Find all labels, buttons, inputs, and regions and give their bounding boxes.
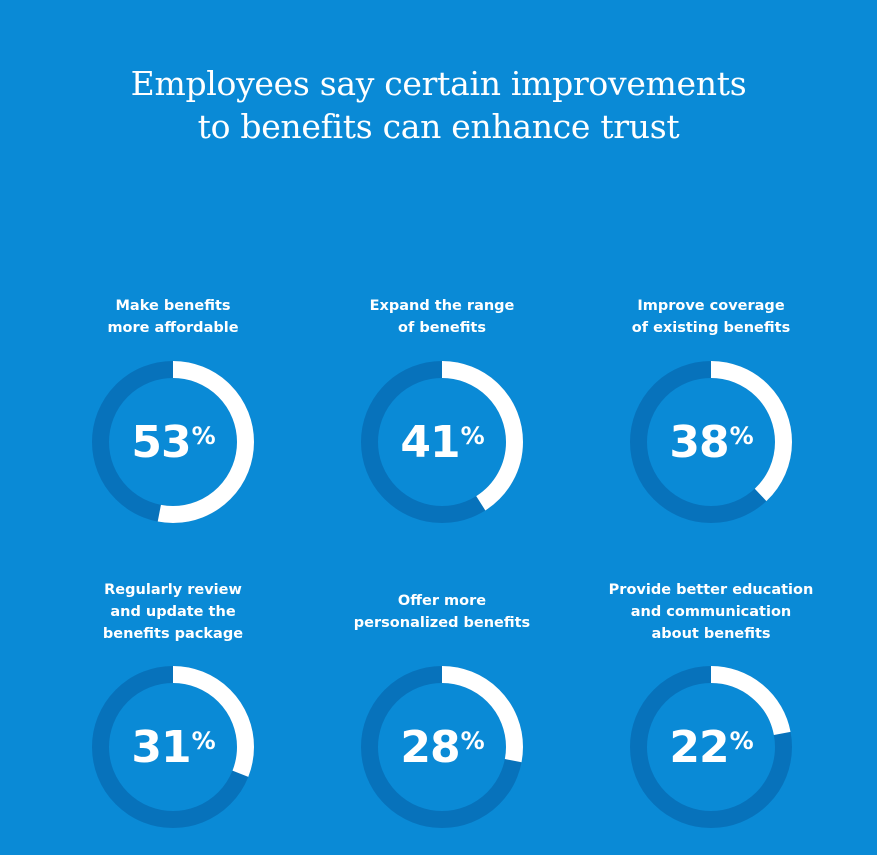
donut-value: 38%: [630, 361, 792, 523]
donut-label-line: Make benefits: [115, 298, 231, 314]
donut-label-line: and communication: [630, 604, 792, 620]
donut-arc: [92, 361, 254, 523]
donut-value: 28%: [361, 666, 523, 828]
value-number: 22: [669, 721, 729, 773]
donut-label-line: Improve coverage: [637, 298, 785, 314]
title-line-1: Employees say certain improvements: [130, 64, 747, 103]
donut-arc: [361, 361, 523, 523]
donut-label: Expand the range of benefits: [312, 284, 572, 350]
donut-chart: 28%: [361, 666, 523, 828]
donut-value: 41%: [361, 361, 523, 523]
donut-chart: 53%: [92, 361, 254, 523]
donut-label-line: benefits package: [102, 626, 244, 642]
percent-sign: %: [191, 422, 216, 450]
donut-value: 22%: [630, 666, 792, 828]
percent-sign: %: [460, 422, 485, 450]
donut-label-line: of benefits: [398, 320, 486, 336]
value-number: 31: [131, 721, 191, 773]
donut-label-line: Offer more: [397, 593, 487, 609]
value-number: 41: [400, 416, 460, 468]
donut-chart: 38%: [630, 361, 792, 523]
value-number: 28: [400, 721, 460, 773]
donut-label-line: of existing benefits: [631, 320, 791, 336]
donut-label: Make benefits more affordable: [43, 284, 303, 350]
percent-sign: %: [729, 727, 754, 755]
donut-chart: 41%: [361, 361, 523, 523]
percent-sign: %: [729, 422, 754, 450]
donut-label: Regularly review and update the benefits p…: [43, 568, 303, 656]
donut-label-line: more affordable: [107, 320, 239, 336]
donut-label: Offer more personalized benefits: [312, 568, 572, 656]
donut-label-line: about benefits: [651, 626, 771, 642]
value-number: 38: [669, 416, 729, 468]
donut-label-line: Regularly review: [104, 582, 242, 598]
donut-arc: [630, 361, 792, 523]
donut-label-line: personalized benefits: [353, 615, 531, 631]
donut-arc: [361, 666, 523, 828]
donut-label-line: Expand the range: [369, 298, 515, 314]
donut-label: Improve coverage of existing benefits: [581, 284, 841, 350]
percent-sign: %: [460, 727, 485, 755]
donut-label: Provide better education and communicatio…: [581, 568, 841, 656]
percent-sign: %: [191, 727, 216, 755]
donut-chart: 31%: [92, 666, 254, 828]
donut-label-line: Provide better education: [608, 582, 814, 598]
value-number: 53: [131, 416, 191, 468]
donut-value: 31%: [92, 666, 254, 828]
page-title: Employees say certain improvements to be…: [0, 62, 877, 148]
donut-value: 53%: [92, 361, 254, 523]
donut-label-line: and update the: [110, 604, 236, 620]
title-line-2: to benefits can enhance trust: [197, 107, 680, 146]
donut-arc: [630, 666, 792, 828]
donut-chart: 22%: [630, 666, 792, 828]
donut-arc: [92, 666, 254, 828]
